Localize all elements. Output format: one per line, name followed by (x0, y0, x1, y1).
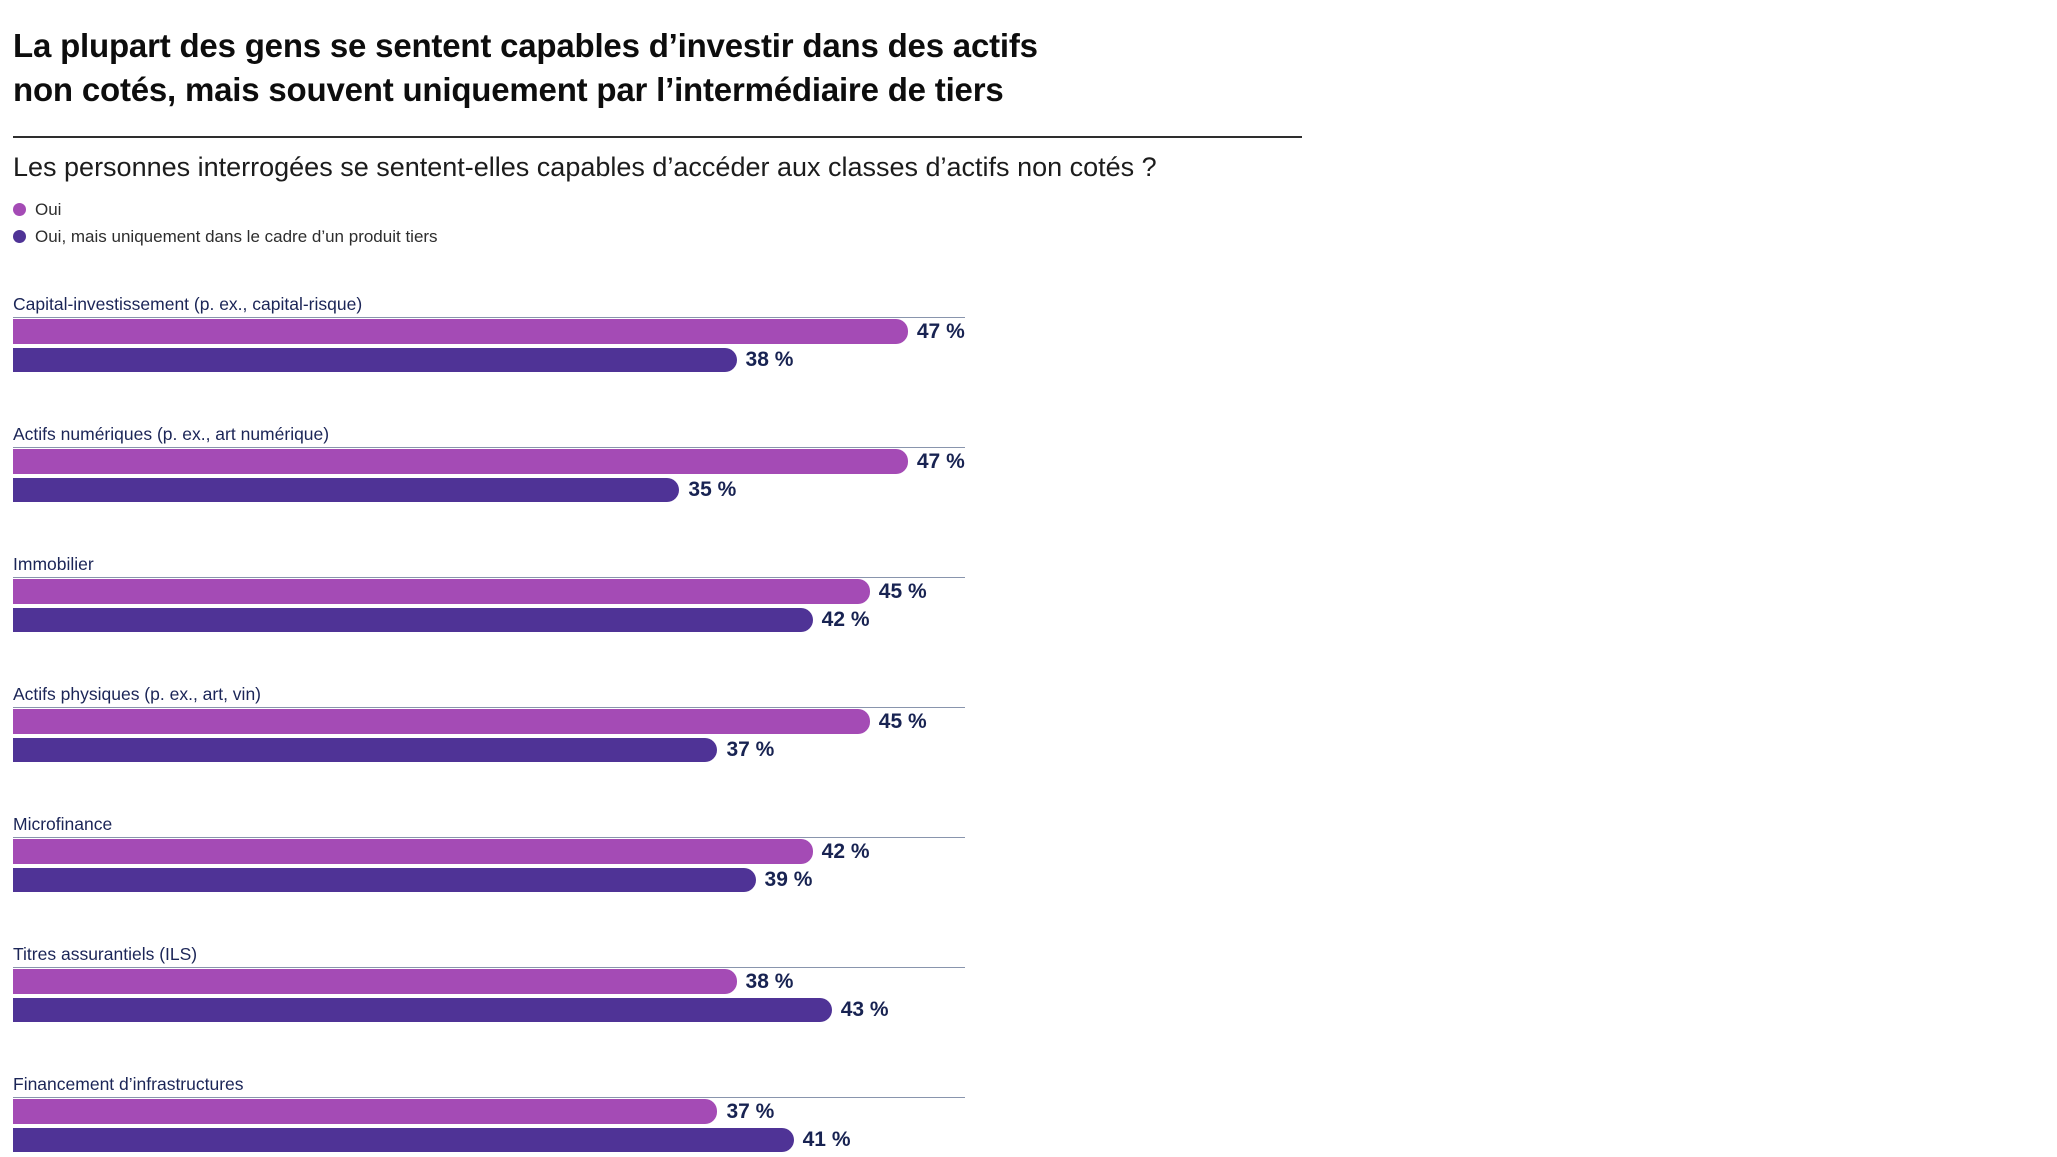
category-label: Financement d’infrastructures (13, 1074, 244, 1094)
axis-line (13, 837, 965, 838)
bar-oui-tiers (13, 1128, 794, 1152)
bar-row-oui: 45 % (13, 709, 965, 734)
legend-dot-oui-icon (13, 203, 26, 216)
axis-line (13, 1097, 965, 1098)
title-divider (13, 136, 1302, 138)
bar-row-oui: 42 % (13, 839, 965, 864)
axis-line (13, 317, 965, 318)
chart-group: Immobilier 45 % 42 % (13, 554, 965, 632)
bar-oui-tiers (13, 868, 756, 892)
value-label-oui-tiers: 39 % (764, 868, 813, 891)
value-label-oui-tiers: 35 % (688, 478, 737, 501)
bar-oui (13, 449, 908, 474)
chart-group: Microfinance 42 % 39 % (13, 814, 965, 892)
category-label: Actifs physiques (p. ex., art, vin) (13, 684, 262, 704)
bar-row-oui-tiers: 38 % (13, 348, 965, 372)
value-label-oui: 37 % (726, 1099, 775, 1123)
legend-label-oui-tiers: Oui, mais uniquement dans le cadre d’un … (35, 226, 438, 246)
bar-row-oui-tiers: 41 % (13, 1128, 965, 1152)
axis-line (13, 447, 965, 448)
bar-oui (13, 579, 870, 604)
value-label-oui-tiers: 41 % (802, 1128, 851, 1151)
legend-item-oui-tiers: Oui, mais uniquement dans le cadre d’un … (13, 223, 2057, 250)
legend-dot-oui-tiers-icon (13, 230, 26, 243)
value-label-oui: 47 % (916, 319, 965, 343)
value-label-oui-tiers: 37 % (726, 738, 775, 761)
bar-oui-tiers (13, 608, 813, 632)
bar-oui (13, 969, 737, 994)
chart-group: Titres assurantiels (ILS) 38 % 43 % (13, 944, 965, 1022)
bar-oui (13, 1099, 718, 1124)
bar-oui (13, 839, 813, 864)
axis-line (13, 707, 965, 708)
axis-line (13, 577, 965, 578)
value-label-oui: 47 % (916, 449, 965, 473)
bar-oui-tiers (13, 478, 680, 502)
bar-row-oui: 47 % (13, 449, 965, 474)
bar-row-oui: 38 % (13, 969, 965, 994)
chart-group: Actifs numériques (p. ex., art numérique… (13, 424, 965, 502)
value-label-oui-tiers: 42 % (821, 608, 870, 631)
bar-oui-tiers (13, 998, 832, 1022)
axis-line (13, 967, 965, 968)
bar-row-oui-tiers: 39 % (13, 868, 965, 892)
legend-label-oui: Oui (35, 199, 62, 219)
category-label: Titres assurantiels (ILS) (13, 944, 198, 964)
category-label: Capital-investissement (p. ex., capital-… (13, 294, 363, 314)
category-label: Microfinance (13, 814, 113, 834)
value-label-oui: 45 % (878, 709, 927, 733)
chart-group: Financement d’infrastructures 37 % 41 % (13, 1074, 965, 1152)
chart-question-subtitle: Les personnes interrogées se sentent-ell… (13, 152, 1157, 182)
value-label-oui-tiers: 43 % (840, 998, 889, 1021)
value-label-oui: 42 % (821, 839, 870, 863)
bar-oui-tiers (13, 738, 718, 762)
chart-groups: Capital-investissement (p. ex., capital-… (13, 294, 965, 1152)
category-label: Immobilier (13, 554, 94, 574)
bar-row-oui: 47 % (13, 319, 965, 344)
bar-oui (13, 709, 870, 734)
chart-group: Capital-investissement (p. ex., capital-… (13, 294, 965, 372)
value-label-oui: 38 % (745, 969, 794, 993)
bar-row-oui: 37 % (13, 1099, 965, 1124)
legend-item-oui: Oui (13, 196, 2057, 223)
bar-oui (13, 319, 908, 344)
bar-row-oui-tiers: 42 % (13, 608, 965, 632)
bar-row-oui-tiers: 35 % (13, 478, 965, 502)
value-label-oui-tiers: 38 % (745, 348, 794, 371)
bar-row-oui-tiers: 43 % (13, 998, 965, 1022)
bar-row-oui: 45 % (13, 579, 965, 604)
page-title: La plupart des gens se sentent capables … (13, 27, 1038, 108)
category-label: Actifs numériques (p. ex., art numérique… (13, 424, 330, 444)
bar-row-oui-tiers: 37 % (13, 738, 965, 762)
value-label-oui: 45 % (878, 579, 927, 603)
bar-oui-tiers (13, 348, 737, 372)
chart-group: Actifs physiques (p. ex., art, vin) 45 %… (13, 684, 965, 762)
legend: Oui Oui, mais uniquement dans le cadre d… (13, 196, 2057, 250)
